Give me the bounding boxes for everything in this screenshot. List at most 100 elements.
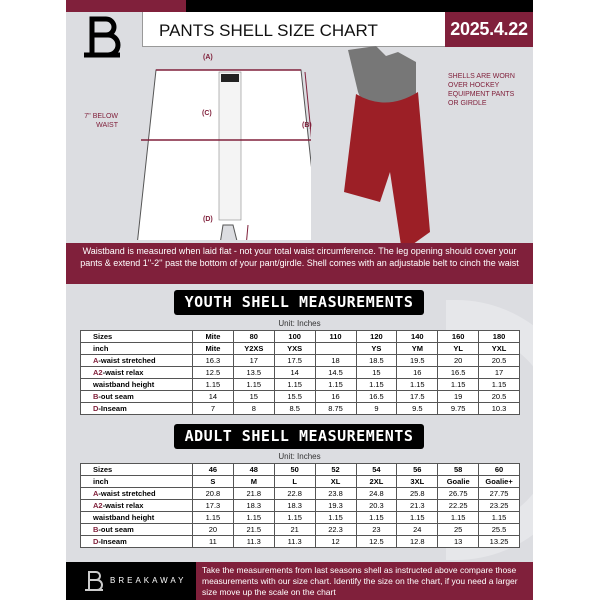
table-cell: 1.15: [273, 378, 316, 391]
measure-letter: A2: [93, 367, 103, 377]
table-cell: 120: [355, 330, 398, 343]
brand-name: BREAKAWAY: [110, 576, 187, 585]
table-cell: 12.5: [192, 366, 234, 379]
table-cell: YL: [437, 342, 480, 355]
table-cell: 17: [232, 354, 275, 367]
table-cell: 60: [478, 463, 520, 476]
table-cell: 23.25: [478, 499, 520, 512]
table-cell: 16: [396, 366, 439, 379]
table-cell: 48: [232, 463, 275, 476]
table-cell: 10.3: [478, 402, 520, 415]
table-cell: 110: [314, 330, 357, 343]
label-b: (B): [302, 122, 312, 129]
row-label: A-waist stretched: [80, 354, 193, 367]
measure-letter: D: [93, 536, 99, 546]
table-cell: 1.15: [232, 511, 275, 524]
below-waist-note: 7'' BELOW WAIST: [84, 113, 118, 129]
table-cell: 21.5: [232, 523, 275, 536]
table-row: B-out seam 20 21.5 21 22.3 23 24 25 25.5: [80, 523, 520, 536]
footer-brand: BREAKAWAY: [66, 562, 196, 600]
table-cell: 21: [273, 523, 316, 536]
table-cell: 1.15: [314, 378, 357, 391]
table-cell: 160: [437, 330, 480, 343]
table-cell: 14.5: [314, 366, 357, 379]
table-cell: 11: [192, 535, 234, 548]
row-label: A-waist stretched: [80, 487, 193, 500]
youth-unit: Unit: Inches: [278, 319, 321, 328]
row-label: inch: [80, 475, 193, 488]
table-cell: 13.5: [232, 366, 275, 379]
table-cell: 1.15: [437, 511, 480, 524]
table-cell: Mite: [192, 342, 234, 355]
row-label: A2-waist relax: [80, 366, 193, 379]
table-cell: 17.3: [192, 499, 234, 512]
table-cell: 3XL: [396, 475, 439, 488]
row-label: D-Inseam: [80, 535, 193, 548]
row-label: B-out seam: [80, 523, 193, 536]
youth-size-table: Sizes Mite 80 100 110 120 140 160 180 inch Mite Y2X…: [80, 330, 520, 415]
table-cell: YM: [396, 342, 439, 355]
table-cell: 1.15: [437, 378, 480, 391]
table-cell: 50: [273, 463, 316, 476]
table-row: waistband height 1.15 1.15 1.15 1.15 1.15 1.15…: [80, 511, 520, 524]
table-cell: 8: [232, 402, 275, 415]
top-bar: [186, 0, 533, 12]
table-cell: S: [192, 475, 234, 488]
shell-photo: [344, 46, 430, 252]
table-cell: XL: [314, 475, 357, 488]
table-cell: M: [232, 475, 275, 488]
table-cell: 16.5: [355, 390, 398, 403]
table-cell: 23: [355, 523, 398, 536]
table-cell: 14: [192, 390, 234, 403]
table-cell: 12.5: [355, 535, 398, 548]
table-cell: 20.8: [192, 487, 234, 500]
table-cell: 22.8: [273, 487, 316, 500]
table-cell: 25: [437, 523, 480, 536]
table-cell: 16.3: [192, 354, 234, 367]
table-row: waistband height 1.15 1.15 1.15 1.15 1.15 1.15…: [80, 378, 520, 391]
adult-unit: Unit: Inches: [278, 452, 321, 461]
table-cell: 20.3: [355, 499, 398, 512]
table-cell: 9.5: [396, 402, 439, 415]
table-cell: 18.5: [355, 354, 398, 367]
table-cell: 9: [355, 402, 398, 415]
table-cell: L: [273, 475, 316, 488]
table-cell: 24.8: [355, 487, 398, 500]
shell-note: SHELLS ARE WORN OVER HOCKEY EQUIPMENT PA…: [448, 73, 515, 107]
table-cell: 25.5: [478, 523, 520, 536]
table-row: A2-waist relax 17.3 18.3 18.3 19.3 20.3 21.3 22…: [80, 499, 520, 512]
measure-letter: B: [93, 524, 99, 534]
table-cell: 140: [396, 330, 439, 343]
table-cell: YXS: [273, 342, 316, 355]
table-cell: 15: [232, 390, 275, 403]
label-d: (D): [203, 216, 213, 223]
table-cell: 19: [437, 390, 480, 403]
row-label: D-Inseam: [80, 402, 193, 415]
table-cell: 9.75: [437, 402, 480, 415]
table-cell: 20.5: [478, 390, 520, 403]
measure-letter: B: [93, 391, 99, 401]
table-cell: 16.5: [437, 366, 480, 379]
table-cell: 7: [192, 402, 234, 415]
table-row: inch S M L XL 2XL 3XL Goalie Goalie+: [80, 475, 520, 488]
table-cell: 54: [355, 463, 398, 476]
table-cell: 1.15: [314, 511, 357, 524]
table-cell: 17: [478, 366, 520, 379]
pants-diagram: [137, 69, 311, 240]
table-cell: 1.15: [232, 378, 275, 391]
table-cell: 1.15: [355, 378, 398, 391]
table-cell: 1.15: [396, 511, 439, 524]
row-label: Sizes: [80, 463, 193, 476]
table-cell: 16: [314, 390, 357, 403]
row-label: waistband height: [80, 378, 193, 391]
table-cell: 14: [273, 366, 316, 379]
youth-title: YOUTH SHELL MEASUREMENTS: [174, 290, 424, 315]
table-cell: 12.8: [396, 535, 439, 548]
table-cell: 27.75: [478, 487, 520, 500]
table-cell: 15.5: [273, 390, 316, 403]
table-cell: 19.5: [396, 354, 439, 367]
table-cell: 80: [232, 330, 275, 343]
measure-letter: A: [93, 355, 99, 365]
table-cell: 13.25: [478, 535, 520, 548]
table-row: D-Inseam 11 11.3 11.3 12 12.5 12.8 13 13.25: [80, 535, 520, 548]
